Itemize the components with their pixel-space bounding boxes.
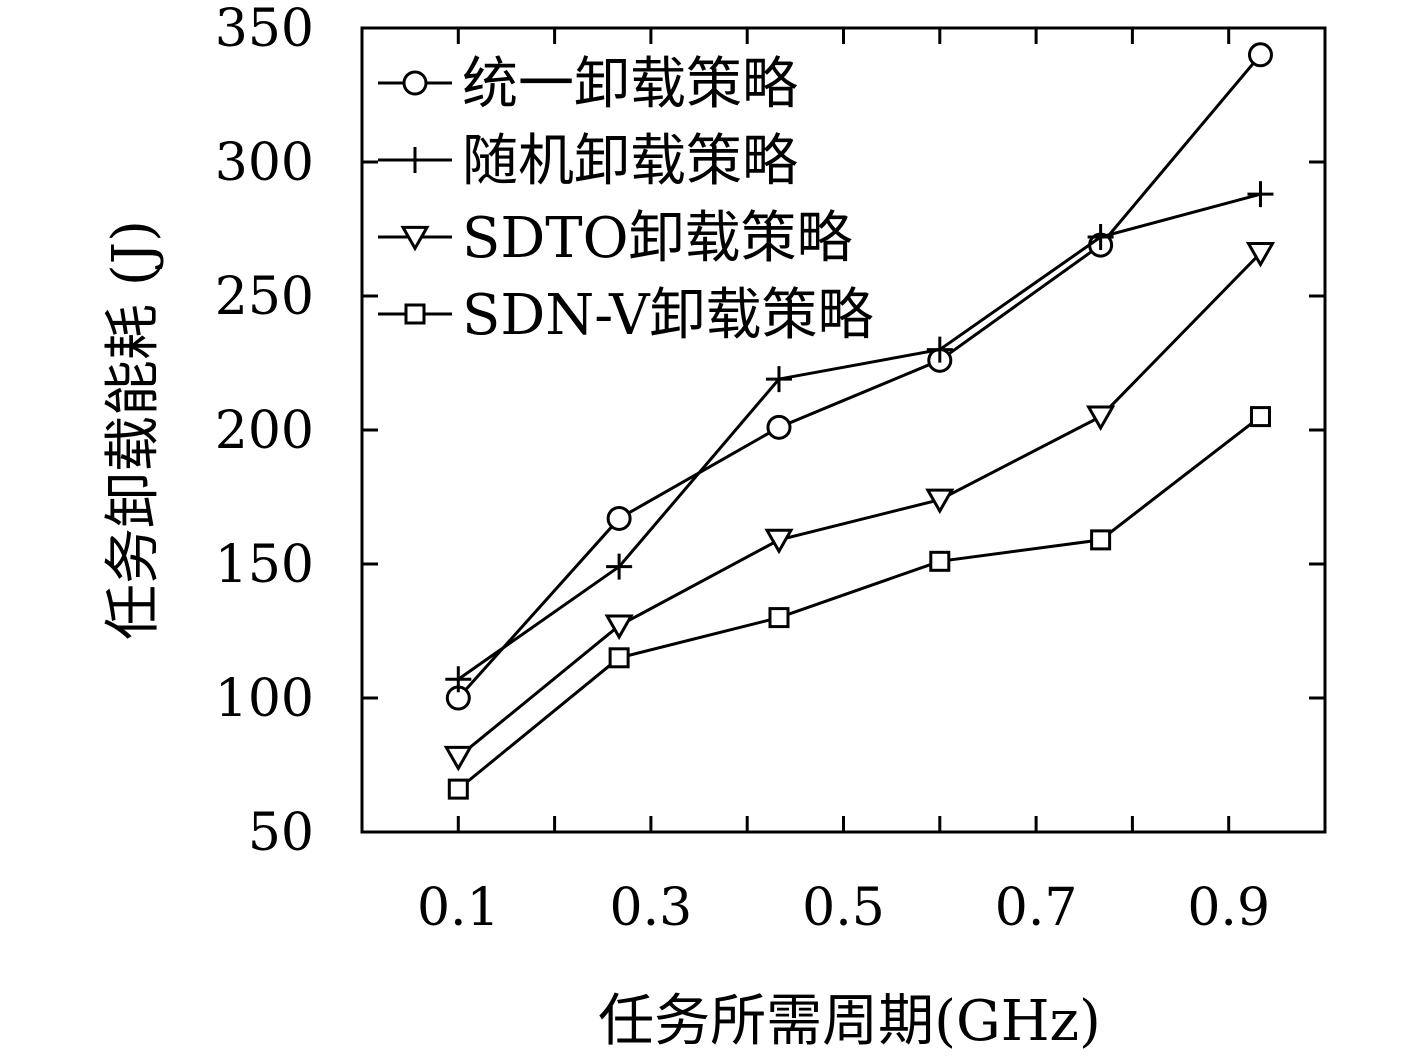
series-1-point-1 <box>606 553 633 580</box>
series-3-point-0 <box>447 778 469 800</box>
series-1 <box>445 181 1274 693</box>
x-axis-label: 任务所需周期(GHz) <box>598 989 1101 1054</box>
x-tick-label-4: 0.9 <box>1187 878 1270 938</box>
series-layer <box>443 42 1276 800</box>
series-2-point-0 <box>443 745 473 772</box>
y-tick-label-6: 350 <box>215 0 314 59</box>
y-tick-label-3: 200 <box>215 401 314 461</box>
series-line-2 <box>457 252 1262 759</box>
x-tick-label-0: 0.1 <box>417 878 500 938</box>
x-tick-label-1: 0.3 <box>610 878 693 938</box>
y-tick-label-0: 50 <box>248 803 314 863</box>
series-3-point-2 <box>768 607 790 629</box>
series-line-0 <box>457 53 1262 700</box>
x-tick-label-2: 0.5 <box>802 878 885 938</box>
series-3-point-3 <box>929 550 951 572</box>
series-2-point-2 <box>764 528 794 555</box>
series-line-1 <box>457 192 1261 681</box>
legend-marker-1 <box>402 147 428 173</box>
series-3 <box>447 406 1271 800</box>
legend-label-2: SDTO卸载策略 <box>462 206 853 271</box>
series-1-point-2 <box>765 366 792 393</box>
series-3-point-5 <box>1249 406 1271 428</box>
series-0-point-1 <box>606 505 632 531</box>
series-1-point-5 <box>1247 181 1274 208</box>
y-axis-label: 任务卸载能耗 (J) <box>101 220 166 640</box>
y-tick-label-2: 150 <box>215 535 314 595</box>
y-tick-label-5: 300 <box>215 133 314 193</box>
series-2-point-4 <box>1086 405 1116 432</box>
series-0-point-5 <box>1247 42 1273 68</box>
series-2-point-1 <box>604 614 634 641</box>
legend-item-1: 随机卸载策略 <box>378 129 798 194</box>
legend-item-0: 统一卸载策略 <box>378 52 798 117</box>
series-2-point-3 <box>925 488 955 515</box>
plot-frame <box>360 26 1327 834</box>
legend-label-1: 随机卸载策略 <box>462 129 798 194</box>
series-line-3 <box>457 415 1262 791</box>
series-1-point-4 <box>1087 224 1114 251</box>
series-1-point-0 <box>445 666 472 693</box>
y-tick-label-1: 100 <box>215 669 314 729</box>
y-tick-label-4: 250 <box>215 267 314 327</box>
legend-label-3: SDN-V卸载策略 <box>462 283 874 348</box>
legend-marker-2 <box>400 225 430 252</box>
series-0-point-2 <box>766 414 792 440</box>
series-3-point-1 <box>608 647 630 669</box>
series-2 <box>443 242 1276 772</box>
series-2-point-5 <box>1245 242 1276 268</box>
series-1-point-3 <box>926 336 953 363</box>
legend-marker-0 <box>402 70 428 96</box>
series-3-point-4 <box>1090 529 1112 551</box>
legend-marker-3 <box>404 303 426 325</box>
x-tick-label-3: 0.7 <box>995 878 1078 938</box>
legend-label-0: 统一卸载策略 <box>462 52 798 117</box>
legend-item-2: SDTO卸载策略 <box>378 206 853 271</box>
x-tick-labels: 0.1 0.3 0.5 0.7 0.9 <box>417 878 1270 938</box>
legend-item-3: SDN-V卸载策略 <box>378 283 874 348</box>
y-tick-labels: 50 100 150 200 250 300 350 <box>215 0 314 863</box>
